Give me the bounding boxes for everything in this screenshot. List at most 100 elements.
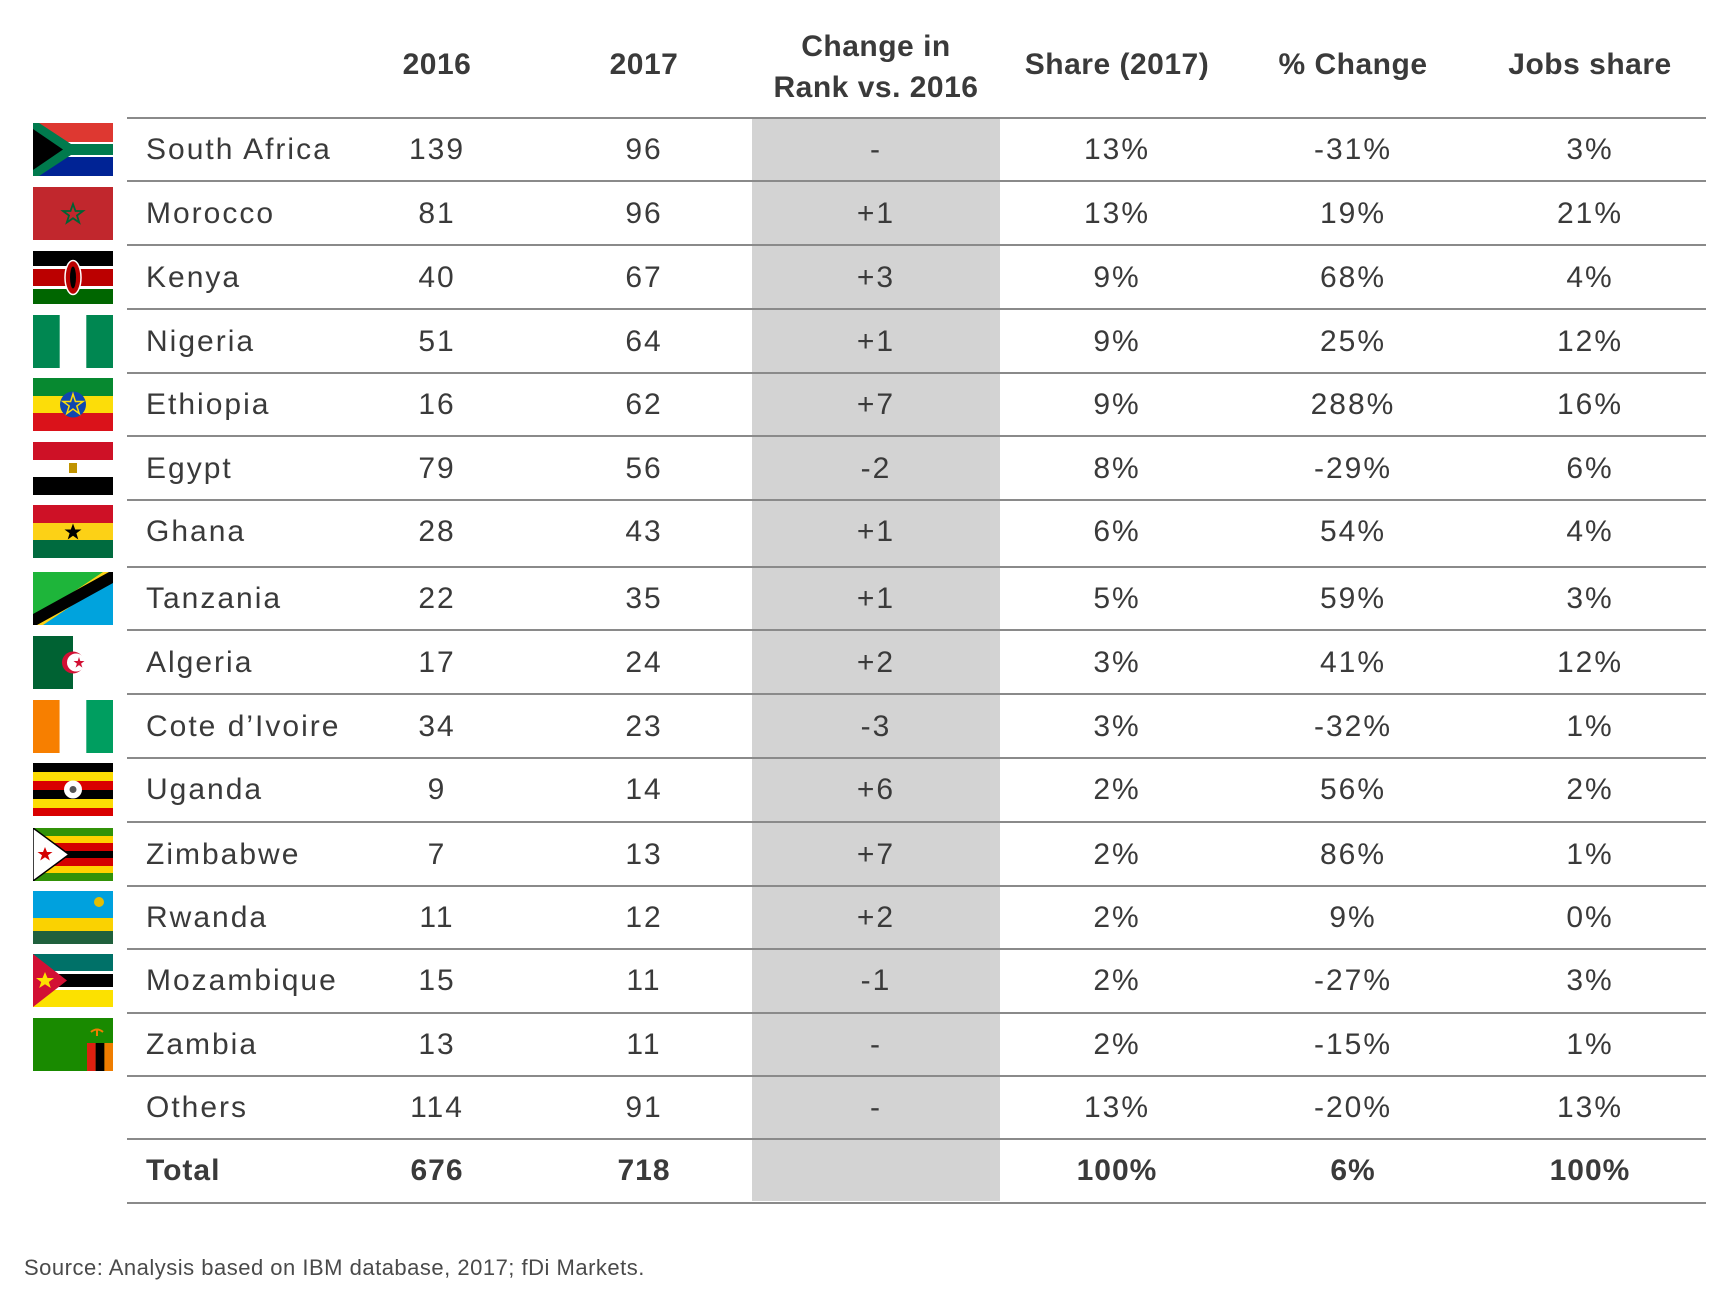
country-cell: Cote d’Ivoire (146, 710, 341, 743)
value-2016-cell: 79 (418, 452, 456, 485)
table-row: Nigeria 51 64 +1 9% 25% 12% (0, 310, 1717, 373)
value-2016-cell: 114 (410, 1091, 464, 1124)
pct-change-cell: -32% (1313, 710, 1393, 743)
uganda-flag-icon (33, 763, 113, 816)
rank-change-cell: - (870, 1091, 882, 1124)
row-rule (127, 757, 1706, 759)
rank-change-cell: +1 (856, 582, 896, 615)
jobs-share-cell: 6% (1566, 452, 1614, 485)
rank-change-column-highlight (752, 118, 1000, 1201)
pct-change-cell: 54% (1319, 515, 1387, 548)
value-2016-cell: 51 (418, 325, 456, 358)
jobs-share-cell: 0% (1566, 901, 1614, 934)
zimbabwe-flag-icon (33, 828, 113, 881)
share-2017-cell: 3% (1093, 710, 1141, 743)
rank-change-cell: +1 (856, 325, 896, 358)
value-2017-cell: 14 (625, 773, 663, 806)
country-cell: Kenya (146, 261, 242, 294)
country-cell: Rwanda (146, 901, 269, 934)
row-rule (127, 1075, 1706, 1077)
pct-change-cell: 59% (1319, 582, 1387, 615)
share-2017-cell: 2% (1093, 901, 1141, 934)
jobs-share-cell: 3% (1566, 582, 1614, 615)
others-row: Others 114 91 - 13% -20% 13% (0, 1076, 1717, 1139)
rank-change-cell: +7 (856, 388, 896, 421)
pct-change-cell: -27% (1313, 964, 1393, 997)
jobs-share-cell: 12% (1556, 325, 1624, 358)
country-cell: Tanzania (146, 582, 283, 615)
source-note: Source: Analysis based on IBM database, … (24, 1255, 645, 1280)
table-row: Algeria 17 24 +2 3% 41% 12% (0, 631, 1717, 694)
country-cell: Mozambique (146, 964, 338, 997)
value-2017-cell: 64 (625, 325, 663, 358)
value-2016-cell: 9 (427, 773, 447, 806)
country-cell: Morocco (146, 197, 276, 230)
table-row: Kenya 40 67 +3 9% 68% 4% (0, 246, 1717, 309)
table-row: Ghana 28 43 +1 6% 54% 4% (0, 500, 1717, 563)
country-cell: Egypt (146, 452, 233, 485)
table-row: Tanzania 22 35 +1 5% 59% 3% (0, 567, 1717, 630)
value-2017-cell: 23 (625, 710, 663, 743)
pct-change-cell: 6% (1330, 1154, 1376, 1187)
rank-change-cell: -2 (860, 452, 892, 485)
country-cell: Ethiopia (146, 388, 271, 421)
south-africa-flag-icon (33, 123, 113, 176)
value-2017-cell: 56 (625, 452, 663, 485)
pct-change-cell: 25% (1319, 325, 1387, 358)
kenya-flag-icon (33, 251, 113, 304)
jobs-share-cell: 16% (1556, 388, 1624, 421)
header-pct-change: % Change (1278, 48, 1428, 81)
jobs-share-cell: 13% (1556, 1091, 1624, 1124)
header-2017: 2017 (609, 48, 679, 81)
country-cell: Uganda (146, 773, 264, 806)
jobs-share-cell: 3% (1566, 133, 1614, 166)
share-2017-cell: 2% (1093, 773, 1141, 806)
share-2017-cell: 9% (1093, 261, 1141, 294)
rank-change-cell (752, 1139, 1000, 1202)
pct-change-cell: -29% (1313, 452, 1393, 485)
jobs-share-cell: 1% (1566, 1028, 1614, 1061)
rank-change-cell: -1 (860, 964, 892, 997)
value-2017-cell: 96 (625, 197, 663, 230)
header-2016: 2016 (402, 48, 472, 81)
rank-change-cell: - (870, 133, 882, 166)
morocco-flag-icon (33, 187, 113, 240)
pct-change-cell: 41% (1319, 646, 1387, 679)
table-row: Zambia 13 11 - 2% -15% 1% (0, 1013, 1717, 1076)
pct-change-cell: 288% (1310, 388, 1396, 421)
value-2016-cell: 40 (418, 261, 456, 294)
row-rule (127, 948, 1706, 950)
value-2017-cell: 718 (617, 1154, 671, 1187)
jobs-share-cell: 100% (1549, 1154, 1631, 1187)
rwanda-flag-icon (33, 891, 113, 944)
rank-change-cell: +3 (856, 261, 896, 294)
header-change-line1: Change in (801, 30, 951, 63)
row-rule (127, 1138, 1706, 1140)
row-rule (127, 180, 1706, 182)
share-2017-cell: 2% (1093, 1028, 1141, 1061)
share-2017-cell: 13% (1083, 197, 1151, 230)
row-rule (127, 308, 1706, 310)
share-2017-cell: 2% (1093, 964, 1141, 997)
value-2017-cell: 24 (625, 646, 663, 679)
jobs-share-cell: 12% (1556, 646, 1624, 679)
jobs-share-cell: 4% (1566, 515, 1614, 548)
total-row: Total 676 718 100% 6% 100% (0, 1139, 1717, 1202)
jobs-share-cell: 2% (1566, 773, 1614, 806)
value-2016-cell: 7 (427, 838, 447, 871)
row-rule (127, 885, 1706, 887)
ghana-flag-icon (33, 505, 113, 558)
nigeria-flag-icon (33, 315, 113, 368)
value-2016-cell: 34 (418, 710, 456, 743)
jobs-share-cell: 1% (1566, 838, 1614, 871)
country-cell: Total (146, 1154, 221, 1187)
table-row: Zimbabwe 7 13 +7 2% 86% 1% (0, 823, 1717, 886)
pct-change-cell: 9% (1329, 901, 1377, 934)
header-share-2017: Share (2017) (1024, 48, 1210, 81)
value-2017-cell: 96 (625, 133, 663, 166)
country-cell: Zambia (146, 1028, 259, 1061)
table-row: Mozambique 15 11 -1 2% -27% 3% (0, 949, 1717, 1012)
value-2016-cell: 16 (418, 388, 456, 421)
row-rule (127, 435, 1706, 437)
row-rule (127, 244, 1706, 246)
